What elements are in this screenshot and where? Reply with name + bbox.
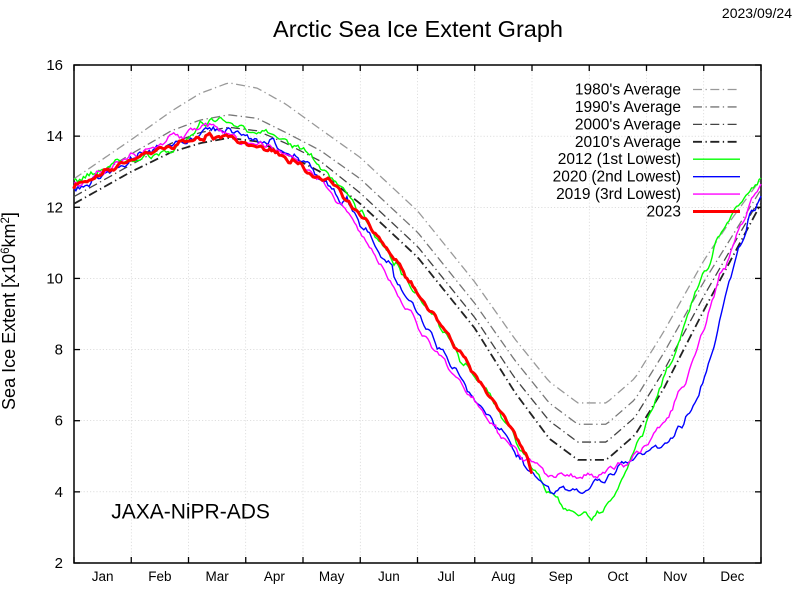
svg-text:1980's Average: 1980's Average <box>575 82 681 99</box>
svg-text:4: 4 <box>55 484 63 501</box>
svg-text:2023: 2023 <box>647 204 681 221</box>
svg-text:JAXA-NiPR-ADS: JAXA-NiPR-ADS <box>111 501 270 524</box>
svg-text:Dec: Dec <box>720 569 744 584</box>
svg-text:Arctic Sea Ice Extent Graph: Arctic Sea Ice Extent Graph <box>273 16 563 42</box>
svg-text:2010's Average: 2010's Average <box>575 134 681 151</box>
svg-text:Jan: Jan <box>92 569 114 584</box>
svg-text:2019 (3rd Lowest): 2019 (3rd Lowest) <box>556 186 681 203</box>
svg-text:Jun: Jun <box>378 569 400 584</box>
svg-text:6: 6 <box>55 413 63 430</box>
svg-text:1990's Average: 1990's Average <box>575 99 681 116</box>
svg-text:Nov: Nov <box>663 569 687 584</box>
svg-text:2020 (2nd Lowest): 2020 (2nd Lowest) <box>553 169 681 186</box>
svg-text:14: 14 <box>46 128 63 145</box>
svg-text:Sep: Sep <box>549 569 573 584</box>
svg-text:8: 8 <box>55 342 63 359</box>
svg-text:May: May <box>319 569 345 584</box>
svg-text:Aug: Aug <box>491 569 515 584</box>
svg-text:Mar: Mar <box>205 569 229 584</box>
svg-text:Sea Ice Extent [x106km2]: Sea Ice Extent [x106km2] <box>0 212 19 410</box>
svg-text:Apr: Apr <box>264 569 286 584</box>
svg-text:10: 10 <box>46 270 63 287</box>
svg-text:2023/09/24: 2023/09/24 <box>722 5 792 21</box>
svg-text:2: 2 <box>55 555 63 572</box>
svg-text:Jul: Jul <box>437 569 454 584</box>
svg-text:Feb: Feb <box>148 569 171 584</box>
svg-text:12: 12 <box>46 199 63 216</box>
svg-text:2012 (1st Lowest): 2012 (1st Lowest) <box>558 151 681 168</box>
svg-text:2000's Average: 2000's Average <box>575 116 681 133</box>
svg-text:Oct: Oct <box>607 569 628 584</box>
svg-text:16: 16 <box>46 57 63 74</box>
